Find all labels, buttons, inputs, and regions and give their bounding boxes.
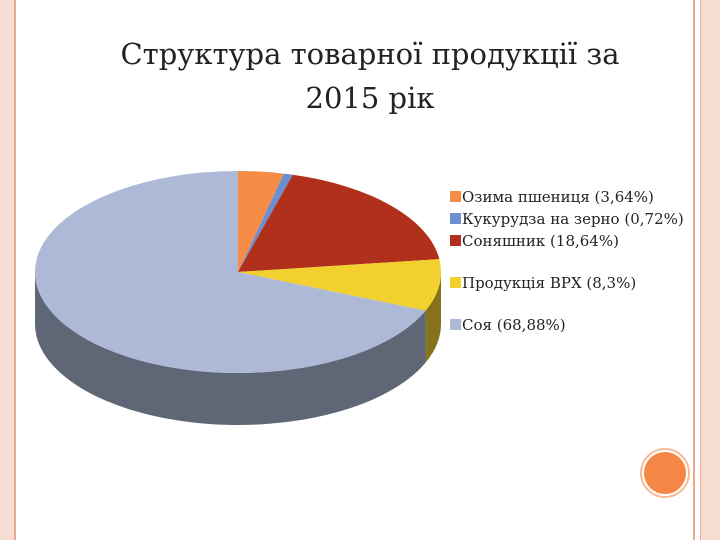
legend-swatch (450, 191, 461, 202)
left-decor-band (0, 0, 14, 540)
legend-swatch (450, 213, 461, 224)
pie-slice-3 (238, 259, 441, 311)
legend-item: Кукурудза на зерно (0,72%) (450, 208, 686, 230)
legend-label: Соняшник (18,64%) (462, 232, 619, 250)
pie-top (34, 171, 441, 373)
legend-label: Озима пшениця (3,64%) (462, 188, 654, 206)
legend-item: Соя (68,88%) (450, 314, 686, 336)
legend-item: Соняшник (18,64%) (450, 230, 686, 252)
right-decor-line (693, 0, 695, 540)
left-decor-line (14, 0, 16, 540)
pie-slice-4 (34, 171, 426, 373)
pie-slice-1 (238, 173, 293, 272)
legend-label: Продукція ВРХ (8,3%) (462, 274, 637, 292)
legend-swatch (450, 235, 461, 246)
legend-label: Соя (68,88%) (462, 316, 566, 334)
pie-side-3 (425, 272, 441, 363)
pie-side-walls (35, 272, 441, 425)
slide-title: Структура товарної продукції за 2015 рік (120, 37, 620, 115)
decorative-circle (642, 450, 688, 496)
chart-legend: Озима пшениця (3,64%) Кукурудза на зерно … (450, 186, 686, 356)
right-decor-band (700, 0, 720, 540)
legend-label: Кукурудза на зерно (0,72%) (462, 210, 684, 228)
right-decor-line-thin (700, 0, 701, 540)
legend-swatch (450, 277, 461, 288)
legend-item: Озима пшениця (3,64%) (450, 186, 686, 208)
pie-slice-0 (238, 171, 284, 272)
pie-slice-2 (238, 174, 440, 272)
legend-item: Продукція ВРХ (8,3%) (450, 272, 686, 294)
legend-swatch (450, 319, 461, 330)
pie-side-4 (35, 272, 426, 425)
